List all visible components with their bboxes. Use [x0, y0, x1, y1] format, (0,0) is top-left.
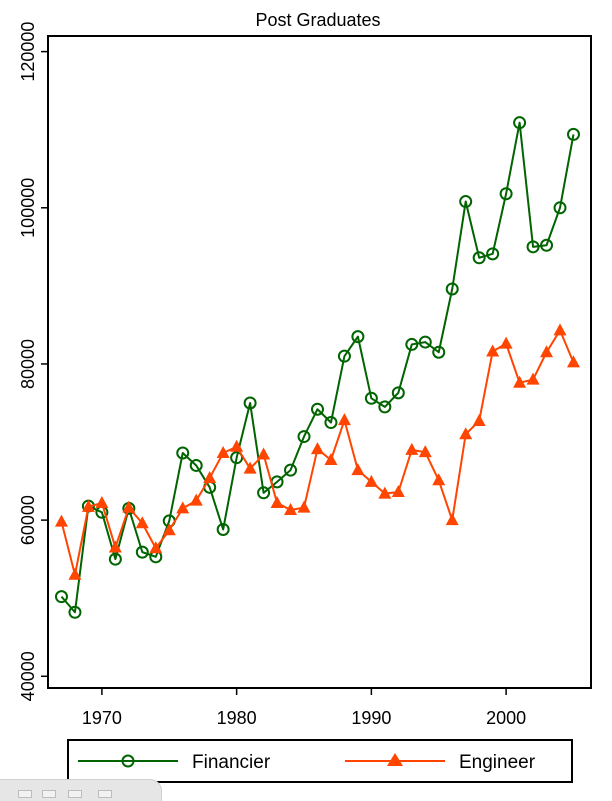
series-engineer-point: [95, 495, 109, 508]
legend-box: [67, 739, 573, 783]
series-financier-point: [324, 416, 338, 430]
series-financier-point: [566, 127, 580, 141]
y-axis-tick-label: 100000: [18, 178, 38, 238]
series-engineer-point: [297, 500, 311, 513]
series-financier-point: [378, 400, 392, 414]
series-engineer-point: [149, 541, 163, 554]
series-financier-point: [418, 335, 432, 349]
series-engineer-point: [526, 372, 540, 385]
window-icon: [18, 790, 32, 798]
series-engineer-point: [324, 452, 338, 465]
series-engineer-point: [513, 375, 527, 388]
y-axis-tick-label: 40000: [18, 651, 38, 701]
series-financier-point: [54, 590, 68, 604]
series-engineer-point: [176, 501, 190, 514]
x-axis-tick-label: 1980: [217, 708, 257, 728]
plot-area-frame: [47, 35, 592, 689]
series-financier-point: [526, 240, 540, 254]
x-axis-tick-label: 1970: [82, 708, 122, 728]
series-financier-point: [189, 458, 203, 472]
series-engineer-point: [162, 523, 176, 536]
series-engineer-point: [391, 485, 405, 498]
chart-title: Post Graduates: [255, 10, 380, 30]
series-financier-point: [230, 451, 244, 465]
series-financier-point: [499, 187, 513, 201]
series-financier-point: [68, 605, 82, 619]
series-engineer-point: [108, 540, 122, 553]
series-engineer-point: [540, 345, 554, 358]
x-axis: 1970 1980 1990 2000: [82, 688, 526, 728]
series-engineer-point: [243, 461, 257, 474]
series-engineer-point: [310, 442, 324, 455]
series-financier-point: [445, 282, 459, 296]
series-financier-point: [337, 349, 351, 363]
series-engineer-point: [337, 413, 351, 426]
series-financier-line: [60, 121, 575, 614]
series-financier-point: [257, 486, 271, 500]
series-engineer-point: [68, 567, 82, 580]
series-financier-point: [459, 195, 473, 209]
series-financier-point: [364, 391, 378, 405]
series-engineer-point: [189, 493, 203, 506]
series-financier-point: [513, 116, 527, 130]
series-financier-point: [176, 446, 190, 460]
series-financier-point: [391, 386, 405, 400]
legend-financier-label: Financier: [192, 752, 271, 773]
series-engineer-point: [499, 336, 513, 349]
series-financier-point: [540, 238, 554, 252]
series-engineer-point: [553, 323, 567, 336]
y-axis-tick-label: 80000: [18, 339, 38, 389]
series-financier-point: [135, 545, 149, 559]
series-engineer-point: [566, 355, 580, 368]
series-engineer-point: [378, 486, 392, 499]
window-icon: [42, 790, 56, 798]
y-axis: 40000 60000 80000 100000 120000: [18, 22, 48, 701]
series-financier-point: [297, 430, 311, 444]
series-engineer-point: [284, 502, 298, 515]
y-axis-tick-label: 120000: [18, 22, 38, 82]
x-axis-tick-label: 2000: [486, 708, 526, 728]
window-icon: [98, 790, 112, 798]
series-financier-point: [472, 251, 486, 265]
series-engineer-point: [216, 445, 230, 458]
series-engineer-point: [203, 470, 217, 483]
legend-financier-marker: [121, 754, 135, 768]
series-engineer-point: [270, 495, 284, 508]
legend: Financier Engineer: [67, 739, 573, 783]
series-engineer-point: [54, 514, 68, 527]
series-engineer-point: [135, 516, 149, 529]
y-axis-tick-label: 60000: [18, 495, 38, 545]
series-engineer-point: [432, 473, 446, 486]
series-engineer-point: [459, 427, 473, 440]
series-financier-point: [108, 552, 122, 566]
series-financier-point: [405, 337, 419, 351]
series-financier-point: [243, 396, 257, 410]
series-engineer-point: [486, 344, 500, 357]
taskbar-strip: [0, 779, 162, 801]
series-financier-point: [553, 201, 567, 215]
series-financier-point: [351, 330, 365, 344]
series-engineer-point: [81, 499, 95, 512]
series-financier-point: [432, 345, 446, 359]
series-layer: [54, 116, 580, 619]
series-engineer-point: [445, 513, 459, 526]
series-engineer-point: [364, 474, 378, 487]
series-financier-point: [310, 402, 324, 416]
series-engineer-point: [257, 447, 271, 460]
x-axis-tick-label: 1990: [351, 708, 391, 728]
series-engineer-point: [230, 439, 244, 452]
legend-engineer-marker: [387, 753, 403, 766]
window-icon: [68, 790, 82, 798]
series-engineer-point: [472, 413, 486, 426]
series-financier-point: [216, 522, 230, 536]
series-engineer-point: [418, 445, 432, 458]
legend-engineer-label: Engineer: [459, 752, 536, 773]
series-financier-point: [284, 463, 298, 477]
series-financier-point: [486, 247, 500, 261]
series-engineer-point: [405, 442, 419, 455]
series-engineer-point: [122, 500, 136, 513]
series-engineer-point: [351, 463, 365, 476]
